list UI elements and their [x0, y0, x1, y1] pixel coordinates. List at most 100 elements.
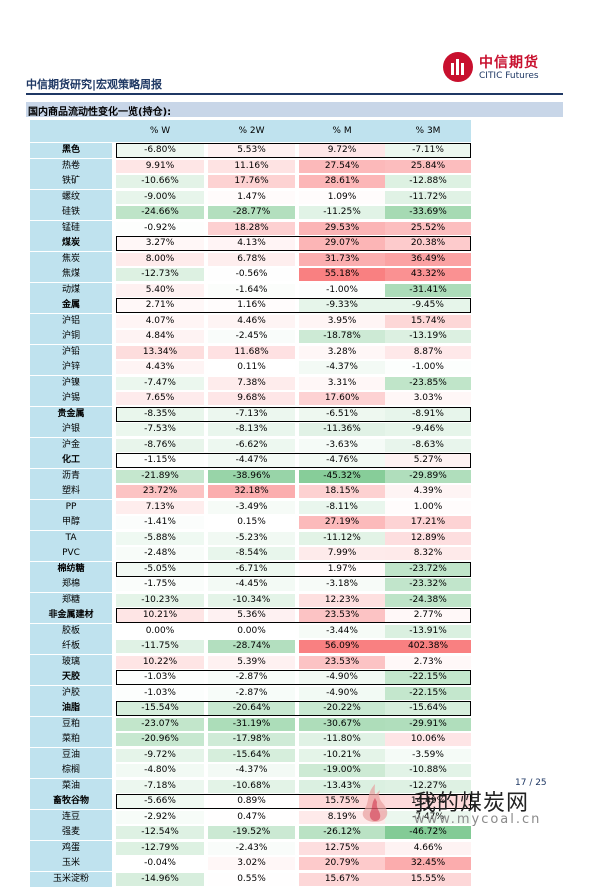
column-header-3m: % 3M — [415, 126, 441, 136]
value-cell: -14.96% — [116, 872, 204, 886]
value-cell: -23.07% — [116, 717, 204, 731]
value-cell: 5.27% — [385, 454, 471, 467]
value-cell: 4.13% — [208, 237, 295, 250]
table-row: 豆油 -9.72% -15.64% -10.21% -3.59% — [30, 747, 471, 763]
value-cell: -9.46% — [385, 423, 471, 436]
value-cell: 9.72% — [299, 144, 385, 157]
value-cell: -6.80% — [116, 144, 204, 157]
table-row: 焦煤 -12.73% -0.56% 55.18% 43.32% — [30, 267, 471, 282]
value-cell: 3.27% — [116, 237, 204, 250]
value-cell: 1.00% — [385, 500, 471, 514]
value-cell: -11.72% — [385, 190, 471, 204]
table-row: 胶板 0.00% 0.00% -3.44% -13.91% — [30, 623, 471, 639]
value-cell: -1.03% — [116, 686, 204, 700]
value-cell: 18.15% — [299, 485, 385, 498]
group-row-outline — [116, 236, 471, 251]
report-header-title: 中信期货研究|宏观策略周报 — [26, 78, 163, 91]
value-cell: -11.36% — [299, 423, 385, 436]
value-cell: 43.32% — [385, 268, 471, 281]
group-row-outline — [116, 453, 471, 468]
value-cell: -4.90% — [299, 686, 385, 700]
row-label: 动煤 — [30, 282, 112, 298]
watermark-site-name: 我的煤炭网 — [414, 791, 530, 816]
column-header-band — [112, 120, 471, 142]
value-cell: 0.00% — [208, 624, 295, 638]
value-cell: 8.00% — [116, 252, 204, 266]
value-cell: 12.75% — [299, 841, 385, 855]
value-cell: -0.04% — [116, 857, 204, 870]
value-cell: -23.32% — [385, 578, 471, 591]
value-cell: 0.15% — [208, 516, 295, 529]
value-cell: -46.72% — [385, 826, 471, 839]
value-cell: -6.71% — [208, 562, 295, 576]
table-group-row: 天胶 -1.03% -2.87% -4.90% -22.15% — [30, 670, 471, 685]
value-cell: -12.88% — [385, 175, 471, 188]
value-cell: -4.76% — [299, 454, 385, 467]
value-cell: 4.39% — [385, 485, 471, 498]
row-label: 豆粕 — [30, 716, 112, 732]
value-cell: 1.16% — [208, 299, 295, 312]
value-cell: -7.18% — [116, 779, 204, 793]
value-cell: -13.43% — [299, 779, 385, 793]
row-label: 沪铝 — [30, 313, 112, 329]
table-group-row: 非金属建材 10.21% 5.36% 23.53% 2.77% — [30, 608, 471, 623]
row-label: 菜油 — [30, 778, 112, 794]
value-cell: -9.72% — [116, 748, 204, 762]
value-cell: -30.67% — [299, 717, 385, 731]
value-cell: 17.76% — [208, 175, 295, 188]
table-row: 甲醇 -1.41% 0.15% 27.19% 17.21% — [30, 515, 471, 530]
value-cell: -8.63% — [385, 438, 471, 452]
value-cell: 1.09% — [299, 190, 385, 204]
value-cell: -7.47% — [116, 376, 204, 390]
value-cell: -31.41% — [385, 283, 471, 297]
row-label: 强麦 — [30, 825, 112, 840]
column-header-label-bg — [30, 120, 112, 142]
row-label: 贵金属 — [30, 406, 112, 422]
value-cell: -11.75% — [116, 640, 204, 653]
value-cell: -1.41% — [116, 516, 204, 529]
table-row: 锰硅 -0.92% 18.28% 29.53% 25.52% — [30, 220, 471, 236]
value-cell: 1.47% — [208, 190, 295, 204]
value-cell: -2.92% — [116, 810, 204, 824]
page-number: 17 / 25 — [515, 778, 547, 788]
row-label: 棉纺糖 — [30, 561, 112, 577]
group-row-outline — [116, 406, 471, 422]
row-label: 甲醇 — [30, 515, 112, 530]
row-label: 螺纹 — [30, 189, 112, 205]
value-cell: 7.38% — [208, 376, 295, 390]
row-label: TA — [30, 530, 112, 546]
value-cell: 5.40% — [116, 283, 204, 297]
row-label: 沥青 — [30, 468, 112, 484]
value-cell: -11.12% — [299, 531, 385, 545]
value-cell: -10.68% — [208, 779, 295, 793]
value-cell: 3.31% — [299, 376, 385, 390]
row-label: 连豆 — [30, 809, 112, 825]
value-cell: -5.88% — [116, 531, 204, 545]
value-cell: 402.38% — [385, 640, 471, 653]
column-header-w: % W — [149, 126, 171, 136]
table-row: 沪锌 4.43% 0.11% -4.37% -1.00% — [30, 360, 471, 375]
row-label: 玉米淀粉 — [30, 871, 112, 887]
row-label: 煤炭 — [30, 236, 112, 251]
row-label: PP — [30, 499, 112, 515]
value-cell: 12.23% — [299, 593, 385, 607]
value-cell: -1.03% — [116, 671, 204, 684]
row-label: 玻璃 — [30, 654, 112, 670]
value-cell: -8.35% — [116, 407, 204, 421]
value-cell: 0.47% — [208, 810, 295, 824]
value-cell: -5.05% — [116, 562, 204, 576]
value-cell: 2.73% — [385, 655, 471, 669]
value-cell: -10.66% — [116, 175, 204, 188]
value-cell: 10.22% — [116, 655, 204, 669]
table-row: 焦炭 8.00% 6.78% 31.73% 36.49% — [30, 251, 471, 267]
value-cell: -12.79% — [116, 841, 204, 855]
value-cell: 29.53% — [299, 221, 385, 235]
value-cell: 4.66% — [385, 841, 471, 855]
table-row: 沥青 -21.89% -38.96% -45.32% -29.89% — [30, 468, 471, 484]
value-cell: 3.03% — [385, 392, 471, 405]
value-cell: -19.00% — [299, 764, 385, 777]
value-cell: -12.54% — [116, 826, 204, 839]
row-label: 胶板 — [30, 623, 112, 639]
value-cell: -8.54% — [208, 547, 295, 560]
table-row: 动煤 5.40% -1.64% -1.00% -31.41% — [30, 282, 471, 298]
